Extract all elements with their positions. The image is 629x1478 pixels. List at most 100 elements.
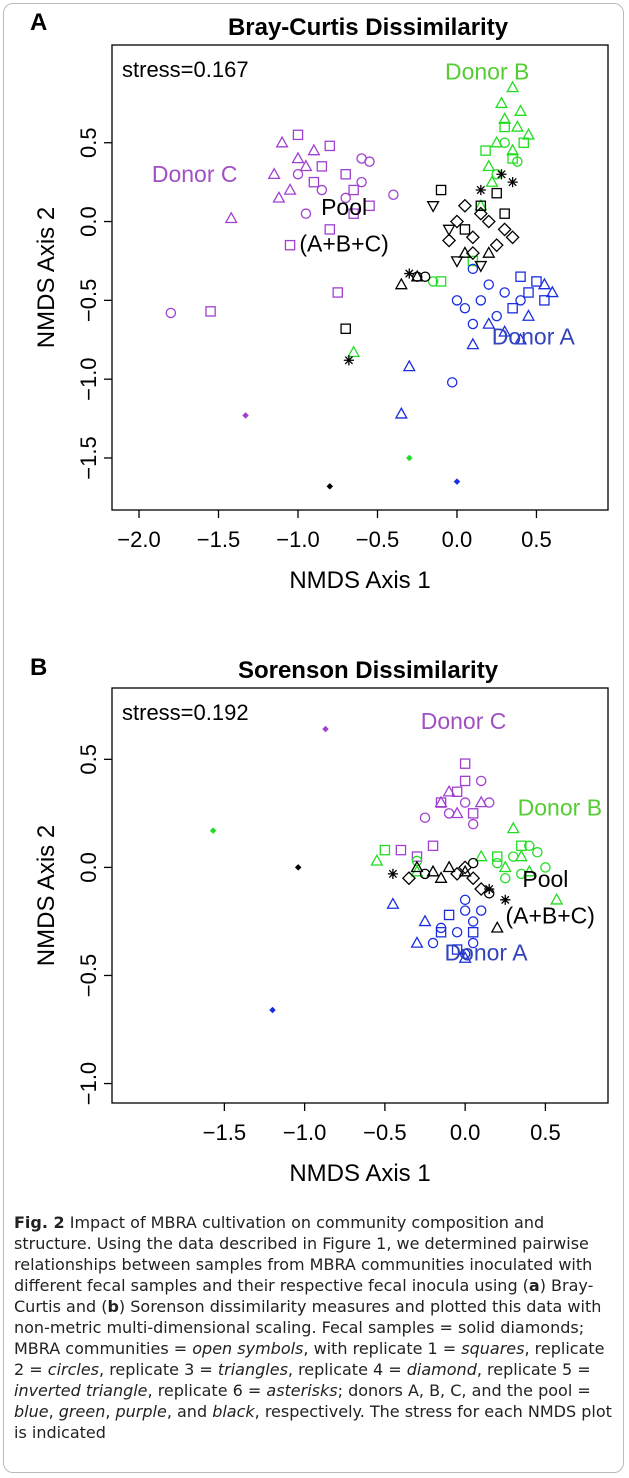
point-square	[435, 184, 447, 196]
y-tick-label: 0.0	[76, 852, 101, 883]
y-axis-label: NMDS Axis 2	[33, 825, 60, 966]
x-axis-label: NMDS Axis 1	[289, 567, 430, 594]
point-asterisk	[484, 883, 495, 895]
chart-title: Bray-Curtis Dissimilarity	[228, 14, 509, 41]
caption-text: , replicate 5 =	[476, 1360, 591, 1379]
caption-text: , with replicate 1 =	[303, 1339, 462, 1358]
point-circle	[316, 184, 328, 196]
point-circle	[451, 926, 463, 938]
caption-text: squares	[461, 1339, 525, 1358]
point-circle	[467, 857, 479, 869]
point-triangle	[550, 892, 564, 905]
point-triangle	[410, 936, 424, 948]
point-square	[395, 844, 407, 856]
plot-frame	[111, 44, 609, 511]
point-circle	[459, 797, 471, 808]
panel-label: A	[30, 9, 47, 36]
point-triangle	[347, 345, 361, 358]
caption-text: blue	[14, 1402, 49, 1421]
point-asterisk	[500, 894, 511, 905]
point-triangle	[283, 183, 297, 195]
caption-text: , replicate 3 =	[99, 1360, 218, 1379]
point-circle	[475, 775, 487, 787]
point-triangle	[394, 406, 408, 419]
point-circle	[467, 318, 479, 330]
annotation: (A+B+C)	[505, 903, 594, 929]
point-triangle	[458, 951, 472, 963]
caption-text: Fig. 2	[14, 1213, 65, 1232]
point-square	[515, 271, 526, 282]
point-square	[316, 161, 328, 172]
point-triangle	[267, 167, 281, 180]
point-circle	[340, 192, 351, 204]
point-diamond	[481, 214, 496, 229]
x-tick-label: −2.0	[117, 527, 160, 552]
x-tick-label: −1.5	[197, 527, 240, 552]
caption-text: open symbols	[192, 1339, 304, 1358]
caption-text: ) Bray-Curtis and (	[14, 1276, 594, 1316]
x-tick-label: −1.0	[283, 1120, 326, 1145]
x-tick-label: −1.5	[203, 1120, 246, 1145]
point-diamond	[401, 871, 416, 886]
point-square	[539, 295, 550, 306]
point-square	[523, 287, 534, 298]
annotation: Donor B	[445, 59, 529, 85]
point-fecal	[242, 412, 249, 419]
point-inverted-triangle	[426, 201, 440, 213]
point-triangle	[498, 324, 512, 337]
point-circle	[292, 169, 304, 180]
y-tick-label: −1.0	[76, 1062, 101, 1105]
x-tick-label: 0.5	[521, 527, 552, 552]
point-circle	[500, 872, 511, 884]
point-square	[205, 306, 216, 317]
point-triangle	[510, 120, 524, 132]
point-triangle	[426, 864, 440, 877]
point-circle	[419, 812, 431, 823]
point-fecal	[322, 725, 329, 733]
point-circle	[516, 868, 527, 880]
point-triangle	[498, 860, 512, 873]
plot-frame	[111, 687, 609, 1104]
point-triangle	[498, 112, 512, 124]
point-square	[348, 208, 359, 219]
point-fecal	[269, 1006, 276, 1014]
point-fecal	[209, 827, 217, 835]
chart-title: Sorenson Dissimilarity	[238, 657, 499, 684]
point-circle	[427, 937, 439, 949]
point-square	[467, 808, 479, 819]
point-triangle	[474, 795, 488, 808]
caption-text: black	[212, 1402, 255, 1421]
panel-label: B	[30, 654, 47, 681]
caption-text: , and	[166, 1402, 213, 1421]
point-square	[284, 239, 296, 251]
annotation: (A+B+C)	[299, 230, 388, 256]
point-triangle	[537, 277, 551, 290]
point-circle	[475, 905, 487, 916]
caption-text: , respectively. The stress for each NMDS…	[14, 1402, 612, 1442]
point-triangle	[410, 860, 424, 873]
point-triangle	[442, 784, 456, 797]
point-circle	[491, 857, 503, 869]
point-diamond	[442, 233, 457, 248]
point-circle	[499, 137, 510, 148]
annotation: Donor C	[421, 708, 507, 734]
annotation: Pool	[321, 194, 367, 220]
point-circle	[459, 894, 471, 906]
point-square	[451, 944, 463, 955]
caption-text: , replicate 2 =	[14, 1339, 605, 1379]
point-circle	[419, 868, 431, 880]
point-circle	[532, 847, 543, 858]
point-square	[340, 323, 351, 334]
caption-text: , replicate 4 =	[287, 1360, 407, 1379]
point-square	[324, 224, 336, 235]
point-circle	[483, 279, 495, 290]
x-tick-label: −1.0	[276, 527, 319, 552]
point-triangle	[466, 337, 480, 350]
caption-text: triangles	[217, 1360, 288, 1379]
point-triangle	[370, 853, 384, 866]
point-diamond	[505, 230, 520, 245]
point-diamond	[466, 871, 481, 886]
point-circle	[475, 295, 487, 306]
point-square	[435, 926, 447, 938]
point-fecal	[453, 478, 461, 485]
